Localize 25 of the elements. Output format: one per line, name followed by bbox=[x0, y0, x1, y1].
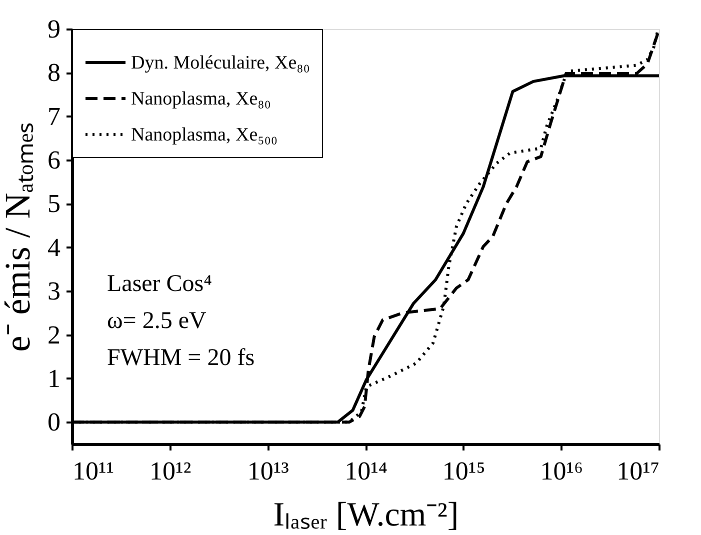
y-tick-label: 8 bbox=[48, 58, 60, 88]
x-tick-label: 10¹² bbox=[150, 456, 192, 486]
legend-label: Nanoplasma, Xe₅₀₀ bbox=[131, 124, 278, 146]
x-tick-label: 10¹⁷ bbox=[616, 456, 660, 486]
y-tick-label: 9 bbox=[48, 14, 60, 44]
y-tick-label: 7 bbox=[48, 102, 60, 131]
y-tick-label: 2 bbox=[48, 320, 60, 350]
y-tick-label: 5 bbox=[48, 189, 60, 218]
x-axis-title: Iₗₐₛₑᵣ [W.cm⁻²] bbox=[273, 496, 459, 534]
annotation: ω= 2.5 eV bbox=[107, 308, 207, 334]
annotation: Laser Cos⁴ bbox=[107, 271, 212, 297]
annotation: FWHM = 20 fs bbox=[107, 345, 255, 371]
y-axis-title: e⁻ émis / Nₐₜₒₘₑₛ bbox=[0, 122, 38, 352]
y-tick-label: 4 bbox=[48, 232, 60, 262]
legend-label: Dyn. Moléculaire, Xe₈₀ bbox=[131, 52, 310, 74]
y-tick-label: 1 bbox=[48, 364, 60, 393]
y-tick-label: 6 bbox=[48, 146, 60, 175]
y-tick-label: 3 bbox=[48, 276, 60, 306]
x-tick-label: 10¹⁴ bbox=[344, 456, 388, 486]
y-tick-label: 0 bbox=[48, 408, 60, 437]
legend-label: Nanoplasma, Xe₈₀ bbox=[131, 88, 271, 110]
x-tick-label: 10¹³ bbox=[247, 456, 290, 486]
x-tick-label: 10¹¹ bbox=[72, 456, 114, 486]
x-tick-label: 10¹⁶ bbox=[540, 456, 584, 486]
x-tick-label: 10¹⁵ bbox=[442, 456, 486, 486]
